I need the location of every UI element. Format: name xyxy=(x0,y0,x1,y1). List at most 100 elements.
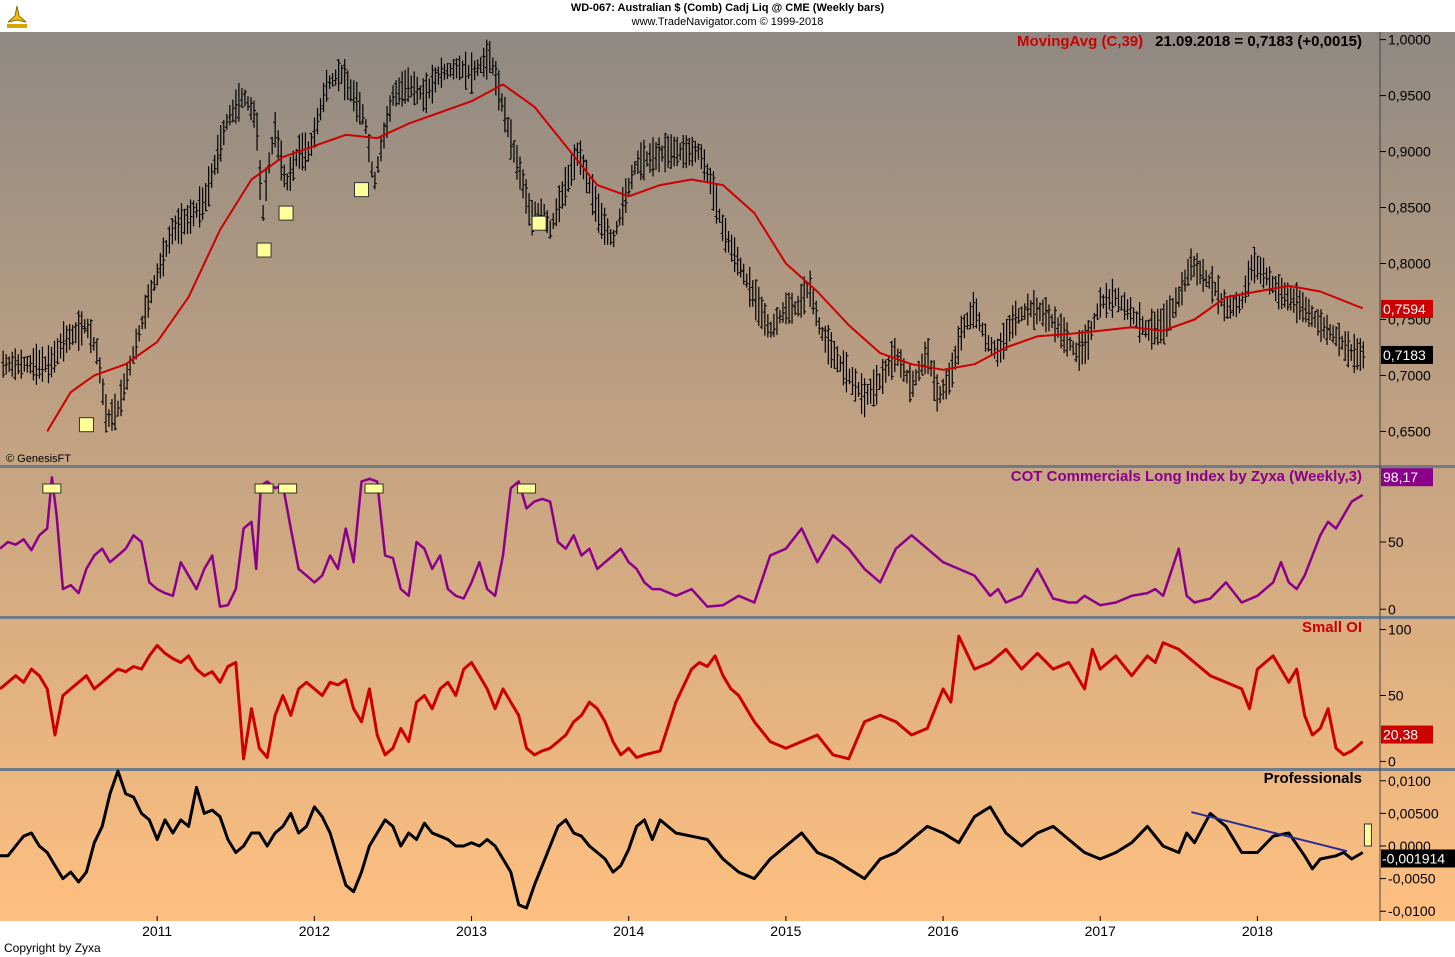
price-bar xyxy=(1222,289,1227,322)
price-bar xyxy=(910,370,915,398)
price-bar xyxy=(617,208,622,226)
price-bar xyxy=(366,133,371,163)
price-bar xyxy=(1089,321,1094,340)
price-bar xyxy=(690,136,695,167)
y-axis-label: 1,0000 xyxy=(1388,32,1431,48)
moving-average-legend-value: 21.09.2018 = 0,7183 (+0,0015) xyxy=(1155,33,1362,50)
price-marker xyxy=(278,205,294,221)
price-bar xyxy=(1346,331,1351,368)
price-bar xyxy=(282,164,287,188)
price-bar xyxy=(1053,306,1058,343)
price-bar xyxy=(1013,300,1018,336)
price-bar xyxy=(40,346,45,382)
price-bar xyxy=(430,64,435,104)
price-bar xyxy=(1113,288,1118,307)
price-bar xyxy=(490,57,495,75)
price-bar xyxy=(330,73,335,87)
price-bar xyxy=(726,231,731,253)
price-bar xyxy=(1040,299,1045,327)
price-bar xyxy=(242,89,247,107)
price-bar xyxy=(436,66,441,85)
price-bar xyxy=(681,134,686,169)
price-bar xyxy=(675,136,680,167)
price-bar xyxy=(1243,275,1248,304)
price-bar xyxy=(920,353,925,376)
price-bar xyxy=(19,349,24,379)
price-bar xyxy=(684,135,689,168)
chart-title: WD-067: Australian $ (Comb) Cadj Liq @ C… xyxy=(570,2,885,14)
price-bar xyxy=(427,78,432,99)
price-bar xyxy=(678,142,683,161)
x-axis-label: 2018 xyxy=(1242,923,1273,939)
x-axis-label: 2016 xyxy=(927,923,958,939)
price-bar xyxy=(487,40,492,73)
price-bar xyxy=(1158,308,1163,344)
price-bar xyxy=(303,132,308,171)
price-bar xyxy=(493,60,498,96)
price-bar xyxy=(654,141,659,170)
price-bar xyxy=(215,134,220,174)
price-bar xyxy=(638,142,643,181)
price-bar xyxy=(206,166,211,207)
price-bar xyxy=(1315,309,1320,336)
price-bar xyxy=(953,345,958,370)
price-bar xyxy=(70,324,75,345)
price-bar xyxy=(883,359,888,383)
price-bar xyxy=(1352,333,1357,374)
price-bar xyxy=(913,369,918,386)
price-bar xyxy=(1361,341,1366,369)
price-bar xyxy=(1328,324,1333,341)
price-bar xyxy=(103,394,108,433)
price-bar xyxy=(1176,286,1181,308)
price-bar xyxy=(820,326,825,341)
price-bar xyxy=(651,137,656,177)
price-bar xyxy=(1258,256,1263,285)
professionals-trendline xyxy=(1191,811,1348,853)
cot-legend: COT Commercials Long Index by Zyxa (Week… xyxy=(1011,468,1362,485)
price-bar xyxy=(354,81,359,122)
price-bar xyxy=(832,340,837,369)
price-bar xyxy=(255,112,260,151)
price-bar xyxy=(333,69,338,86)
cot-marker xyxy=(42,483,62,494)
price-bar xyxy=(91,337,96,351)
price-bar xyxy=(744,273,749,288)
price-bar xyxy=(1306,298,1311,328)
price-bar xyxy=(82,319,87,334)
price-bar xyxy=(1074,342,1079,363)
cot-last-value: 98,17 xyxy=(1383,469,1418,485)
price-bar xyxy=(611,229,616,248)
price-bar xyxy=(1101,294,1106,309)
price-bar xyxy=(37,349,42,379)
price-bar xyxy=(1007,314,1012,342)
price-bar xyxy=(421,78,426,112)
price-bar xyxy=(409,75,414,98)
x-axis-label: 2011 xyxy=(142,923,172,939)
price-bar xyxy=(1201,258,1206,292)
price-bar xyxy=(796,295,801,317)
price-bar xyxy=(835,346,840,373)
price-bar xyxy=(880,359,885,395)
price-bar xyxy=(817,317,822,335)
price-bar xyxy=(1291,288,1296,313)
price-bar xyxy=(826,324,831,365)
price-bar xyxy=(521,169,526,199)
price-bar xyxy=(669,134,674,169)
price-bar xyxy=(641,139,646,181)
price-bar xyxy=(1140,316,1145,335)
price-bar xyxy=(55,338,60,365)
price-bar xyxy=(1309,305,1314,327)
price-bar xyxy=(1095,303,1100,320)
price-bar xyxy=(566,164,571,192)
price-bar xyxy=(971,291,976,329)
price-bar xyxy=(1288,286,1293,311)
price-bar xyxy=(433,67,438,93)
price-bar xyxy=(1204,270,1209,288)
price-bar xyxy=(363,119,368,135)
price-bar xyxy=(1279,277,1284,310)
price-bar xyxy=(841,350,846,386)
price-bar xyxy=(548,220,553,239)
price-bar xyxy=(1297,289,1302,320)
price-bar xyxy=(666,135,671,168)
price-bar xyxy=(1059,313,1064,349)
